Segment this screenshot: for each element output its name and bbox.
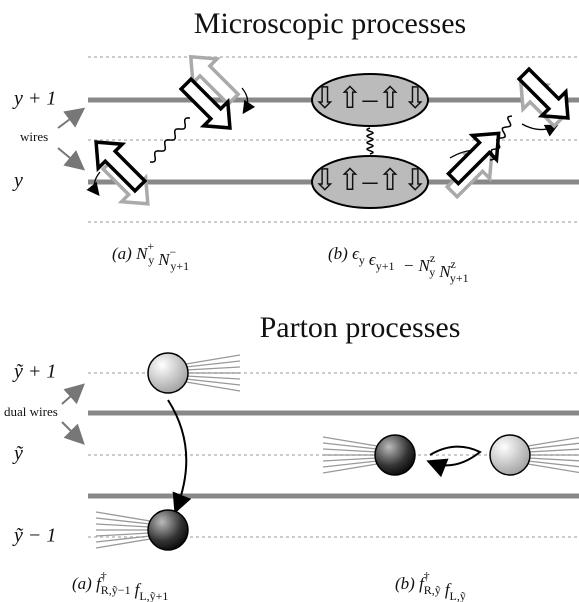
swap-arrow — [430, 447, 480, 466]
streak — [96, 533, 150, 536]
streak — [323, 464, 377, 473]
superscript: z — [451, 257, 456, 271]
pointer — [62, 422, 82, 442]
caption-part: (b) ϵ — [328, 244, 360, 263]
streak — [186, 355, 240, 364]
streak — [323, 437, 377, 446]
subscript: R,ỹ — [424, 583, 441, 597]
caption-part: (a) N — [112, 244, 149, 263]
parton — [490, 435, 530, 475]
streak — [323, 443, 377, 449]
subscript: L,ỹ — [450, 589, 466, 602]
title: Parton processes — [260, 311, 461, 344]
row-label: y — [12, 170, 23, 192]
row-label: ỹ + 1 — [12, 361, 56, 383]
streak — [528, 449, 579, 452]
subscript: y+1 — [376, 259, 395, 273]
superscript: − — [170, 245, 177, 259]
streak — [323, 449, 377, 452]
superscript: † — [424, 569, 430, 583]
streak — [96, 539, 150, 548]
pointer — [62, 386, 82, 404]
streak — [186, 361, 240, 367]
parton — [148, 510, 188, 550]
page: Microscopic processes y + 1 y wires Part… — [0, 0, 579, 602]
pointer — [58, 110, 82, 128]
streak — [323, 458, 377, 461]
spins: ⇩⇧–⇧⇩ — [312, 82, 428, 115]
streak — [96, 524, 150, 527]
diagram: Microscopic processes y + 1 y wires Part… — [0, 0, 579, 602]
title: Microscopic processes — [194, 7, 466, 40]
subscript: y+1 — [170, 259, 189, 273]
caption-part: − N — [399, 256, 432, 275]
streak — [186, 367, 240, 370]
parton — [148, 353, 188, 393]
interaction — [367, 128, 373, 154]
streak — [186, 382, 240, 391]
subscript: y+1 — [450, 271, 469, 285]
wires-label: dual wires — [4, 404, 58, 419]
streak — [96, 512, 150, 521]
row-label: y + 1 — [12, 88, 56, 110]
streak — [96, 518, 150, 524]
caption-part: (b) f — [395, 574, 426, 593]
wires-label: wires — [20, 129, 48, 144]
parton — [375, 435, 415, 475]
subscript: y — [429, 265, 435, 279]
subscript: L,ỹ+1 — [139, 589, 168, 602]
row-label: ỹ — [12, 443, 24, 465]
superscript: † — [101, 569, 107, 583]
subscript: R,ỹ−1 — [101, 583, 131, 597]
subscript: y — [359, 253, 365, 267]
pointer — [58, 148, 82, 168]
streak — [323, 461, 377, 467]
streak — [528, 461, 579, 467]
row-label: ỹ − 1 — [12, 525, 56, 547]
subscript: y — [148, 253, 154, 267]
streak — [96, 536, 150, 542]
streak — [528, 443, 579, 449]
streak — [186, 379, 240, 385]
superscript: z — [430, 251, 435, 265]
caption-part: (a) f — [72, 574, 103, 593]
superscript: + — [147, 239, 154, 253]
streak — [528, 458, 579, 461]
spins: ⇩⇧–⇧⇩ — [312, 164, 428, 197]
streak — [186, 376, 240, 379]
